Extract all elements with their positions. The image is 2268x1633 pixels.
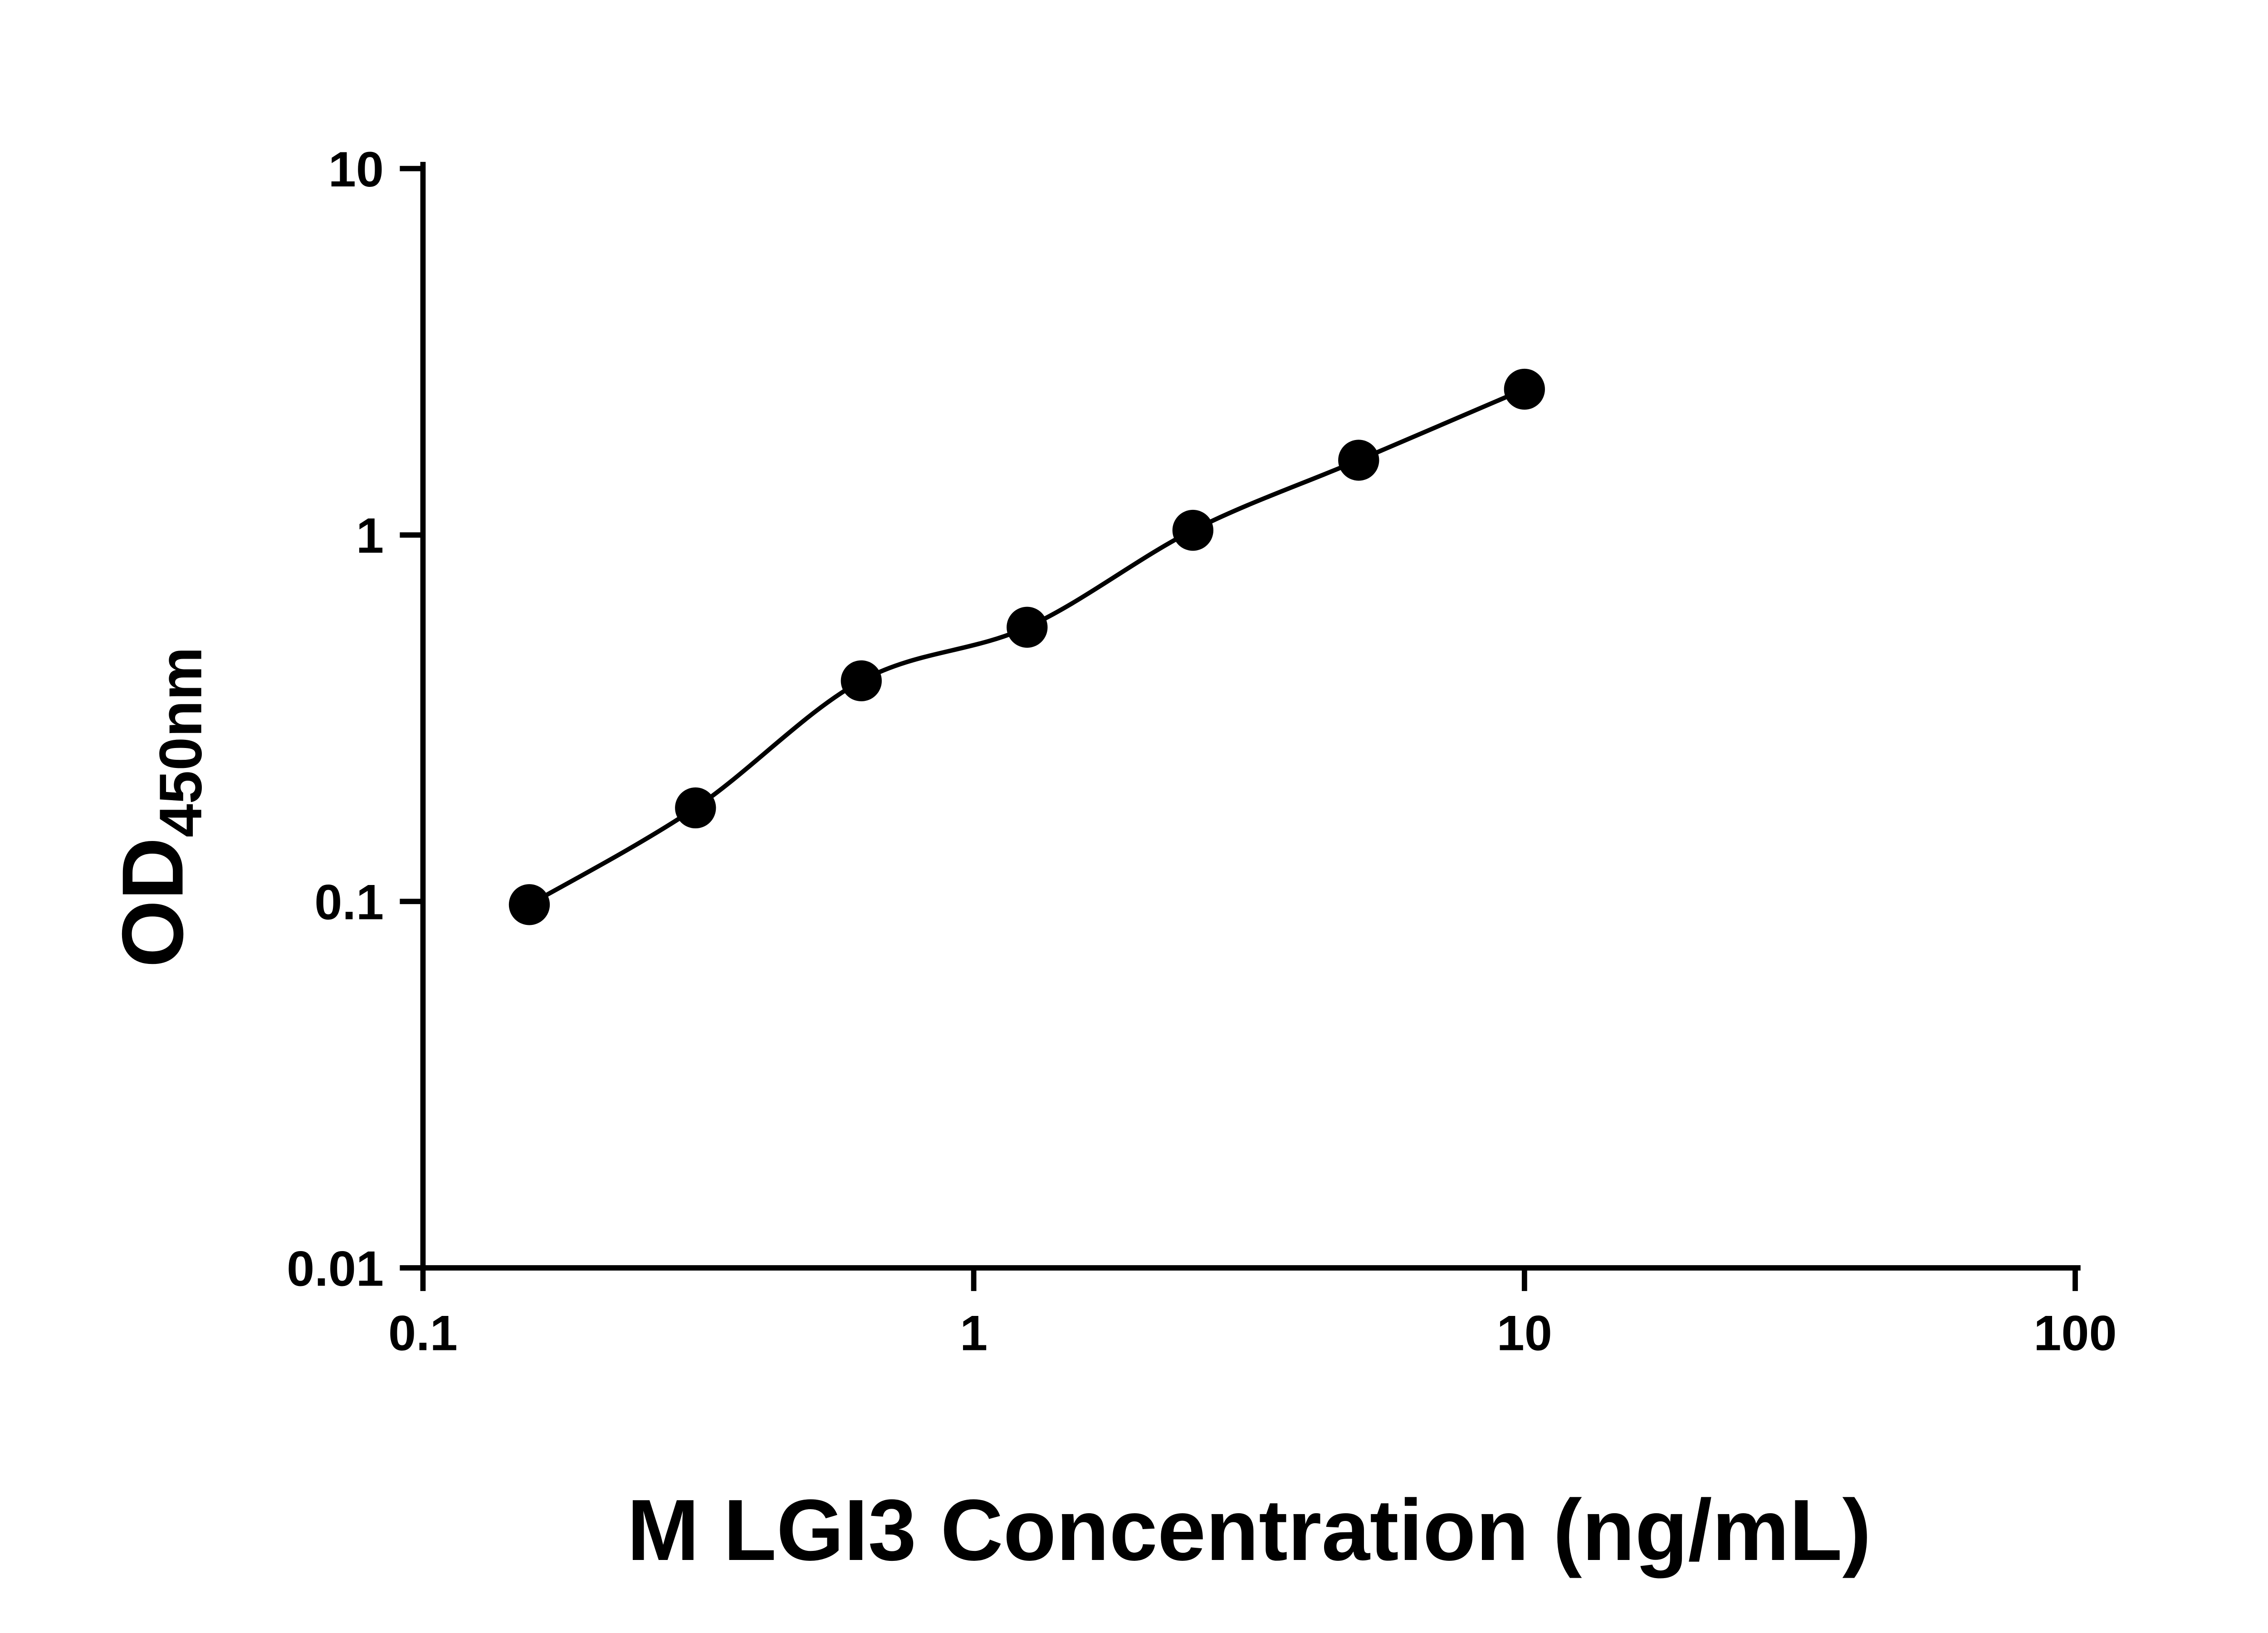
data-point [508, 884, 550, 925]
x-tick-label: 1 [960, 1305, 987, 1361]
x-tick-label: 0.1 [388, 1305, 458, 1361]
y-tick-label: 1 [356, 508, 384, 564]
y-tick-label: 10 [328, 142, 384, 197]
data-point [675, 787, 716, 829]
y-tick-label: 0.1 [314, 875, 384, 930]
x-tick-label: 10 [1497, 1305, 1552, 1361]
data-point [841, 660, 882, 702]
data-point [1007, 606, 1048, 648]
data-point [1338, 440, 1379, 481]
data-point [1172, 510, 1214, 551]
x-axis-title: M LGI3 Concentration (ng/mL) [627, 1481, 1871, 1579]
standard-curve-chart: 0.1 1 10 100 0.01 0.1 1 10 M LGI3 Concentration … [0, 15, 2268, 1618]
y-axis-title: OD450nm [104, 647, 214, 968]
x-tick-label: 100 [2033, 1305, 2116, 1361]
y-tick-label: 0.01 [287, 1241, 384, 1297]
data-point [1504, 369, 1545, 410]
